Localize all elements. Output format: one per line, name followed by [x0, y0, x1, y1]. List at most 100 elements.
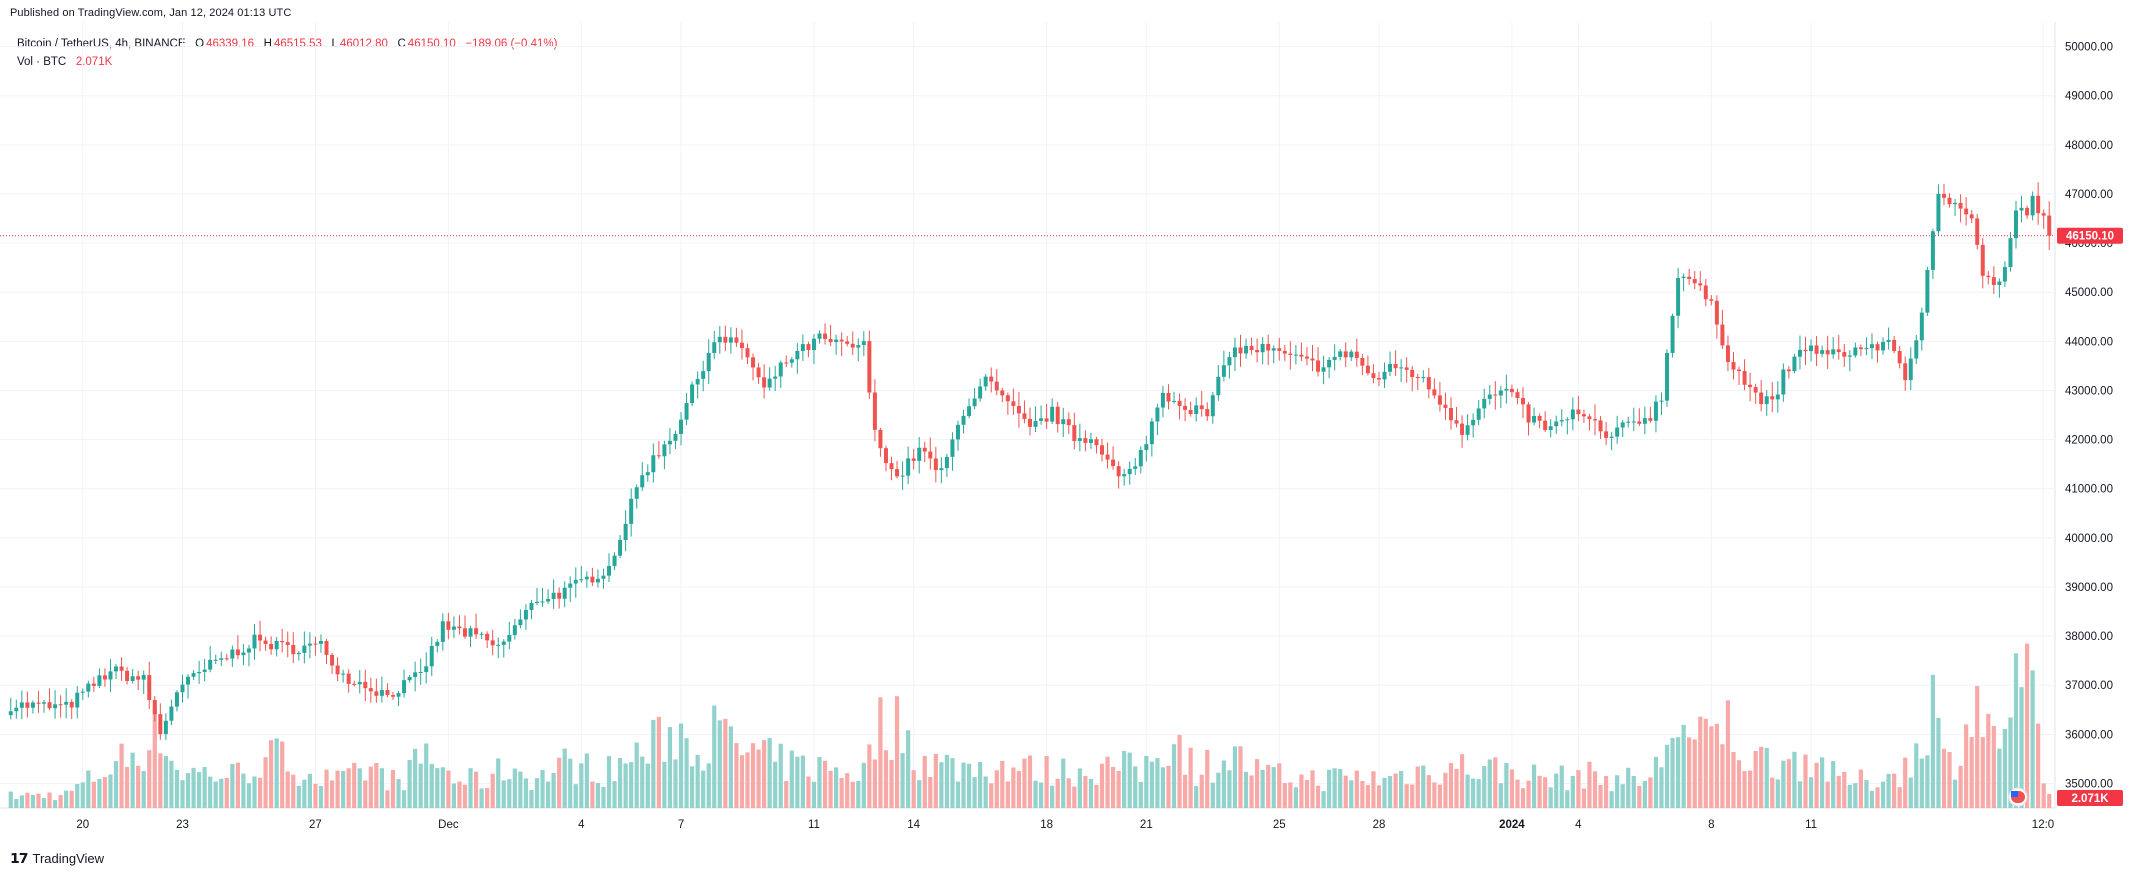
candle-body [584, 576, 589, 580]
volume-bar [689, 766, 695, 808]
volume-bar [717, 720, 722, 808]
candle-body [1720, 324, 1725, 346]
y-tick-label: 35000.00 [2065, 778, 2113, 790]
candle-body [895, 469, 900, 477]
volume-bar [706, 763, 711, 808]
candle-body [1620, 422, 1625, 428]
candle-body [651, 455, 656, 473]
volume-bar [2041, 783, 2046, 808]
candle-body [1570, 409, 1575, 420]
candle-body [1969, 214, 1974, 219]
candle-body [125, 670, 130, 681]
candle-body [147, 675, 152, 701]
volume-bar [1559, 765, 1564, 808]
volume-bar [75, 784, 80, 808]
candle-body [42, 702, 46, 704]
volume-bar [1692, 739, 1697, 808]
candle-body [1526, 404, 1531, 423]
candle-body [1432, 389, 1437, 396]
candle-body [1005, 395, 1010, 402]
volume-bar [1000, 760, 1005, 808]
volume-bar [1687, 737, 1692, 808]
volume-bar [750, 743, 756, 808]
volume-bar [1698, 716, 1703, 808]
candle-body [1022, 413, 1027, 419]
volume-bar [617, 757, 623, 808]
volume-bar [1631, 776, 1636, 808]
volume-bar [1653, 756, 1659, 808]
candle-body [950, 439, 955, 457]
volume-bar [1376, 785, 1382, 808]
volume-bar [1736, 760, 1742, 808]
candle-body [634, 487, 639, 499]
volume-label[interactable]: Vol · BTC [17, 56, 67, 68]
volume-bar [906, 730, 911, 808]
candle-body [47, 702, 52, 709]
volume-bar [1171, 744, 1177, 808]
volume-bar [1138, 781, 1143, 808]
candle-body [36, 702, 41, 704]
volume-bar [634, 742, 639, 808]
candle-body [1753, 387, 1758, 393]
candle-body [14, 707, 19, 712]
candle-body [130, 676, 135, 681]
candle-body [1354, 351, 1359, 359]
volume-bar [1288, 782, 1293, 808]
candle-body [1786, 369, 1791, 372]
volume-bar [1670, 737, 1675, 808]
candle-body [1831, 349, 1836, 355]
volume-bar [568, 758, 573, 808]
volume-bar [97, 778, 102, 808]
candle-body [568, 583, 573, 588]
volume-bar [1072, 786, 1077, 808]
volume-bar [1133, 766, 1138, 808]
candle-body [989, 376, 994, 382]
volume-bar [41, 798, 47, 808]
candle-body [1077, 438, 1082, 441]
volume-bar [1144, 755, 1149, 808]
candle-body [1797, 349, 1802, 357]
candle-body [1581, 414, 1586, 417]
candle-body [1221, 365, 1226, 377]
candle-body [119, 666, 124, 671]
volume-bar [346, 768, 351, 808]
candle-body [285, 642, 290, 646]
candle-body [1210, 395, 1215, 417]
candle-body [1947, 197, 1952, 205]
volume-bar [1565, 790, 1570, 808]
candle-body [762, 377, 767, 388]
candle-body [2036, 195, 2041, 214]
candle-body [1997, 281, 2002, 285]
candle-body [800, 344, 805, 351]
candle-body [1388, 363, 1393, 372]
candle-body [579, 579, 584, 581]
volume-bar [1282, 783, 1287, 808]
candle-body [1509, 388, 1514, 393]
tradingview-brand[interactable]: 𝟭𝟳 TradingView [10, 850, 104, 867]
candle-body [435, 641, 440, 646]
volume-bar [230, 763, 235, 808]
volume-bar [1880, 781, 1886, 808]
candle-body [102, 675, 107, 680]
candle-body [734, 337, 739, 343]
volume-bar [1061, 758, 1066, 808]
y-tick-label: 37000.00 [2065, 680, 2113, 692]
volume-bar [1249, 775, 1254, 808]
candle-body [629, 498, 634, 524]
candle-body [906, 458, 911, 476]
candle-body [1936, 193, 1941, 232]
candle-body [540, 601, 545, 603]
volume-bar [1227, 770, 1232, 808]
volume-bar [1759, 746, 1764, 808]
volume-bar [1548, 787, 1553, 808]
volume-bar [64, 790, 69, 808]
volume-bar [25, 792, 30, 808]
candle-body [451, 626, 456, 630]
candle-body [1194, 405, 1199, 414]
candle-body [983, 376, 988, 387]
candle-body [1875, 344, 1880, 351]
candle-body [53, 704, 58, 709]
candle-body [8, 711, 13, 716]
candle-body [546, 598, 551, 602]
